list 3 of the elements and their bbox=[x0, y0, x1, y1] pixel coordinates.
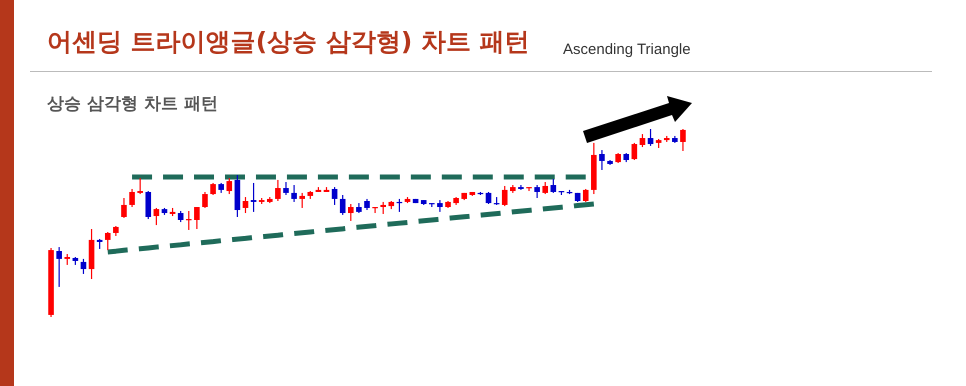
text: 상승 삼각형 차트 패턴 bbox=[47, 94, 218, 114]
chart-subtitle: Ascending Triangle bbox=[563, 41, 691, 58]
chart-title: 어센딩 트라이앵글(상승 삼각형) 차트 패턴 bbox=[47, 27, 530, 56]
